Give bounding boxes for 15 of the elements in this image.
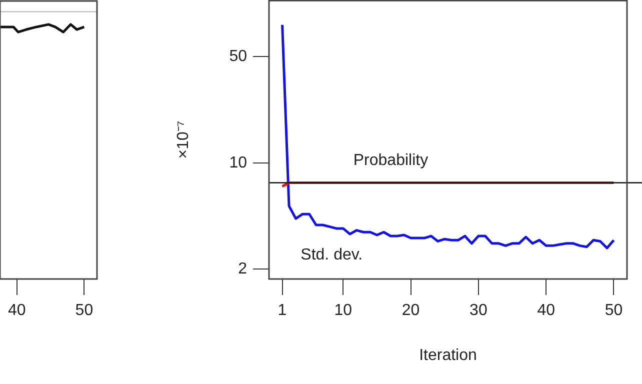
x-tick-label: 10	[334, 302, 352, 320]
x-axis-title: Iteration	[419, 346, 477, 364]
x-tick-label: 40	[537, 302, 556, 320]
x-tick-label: 30	[470, 302, 488, 320]
y-tick-label: 10	[229, 154, 248, 172]
series-label: Std. dev.	[300, 246, 363, 264]
x-tick-label: 50	[75, 302, 94, 320]
x-tick-label: 40	[8, 302, 26, 320]
y-tick-label: 2	[238, 260, 248, 278]
x-tick-label: 1	[278, 302, 287, 320]
y-tick-label: 50	[229, 48, 248, 66]
series-label: Probability	[353, 152, 428, 170]
x-tick-label: 50	[604, 302, 623, 320]
y-axis-title: ×10⁻⁷	[175, 120, 192, 159]
x-tick-label: 20	[402, 302, 420, 320]
